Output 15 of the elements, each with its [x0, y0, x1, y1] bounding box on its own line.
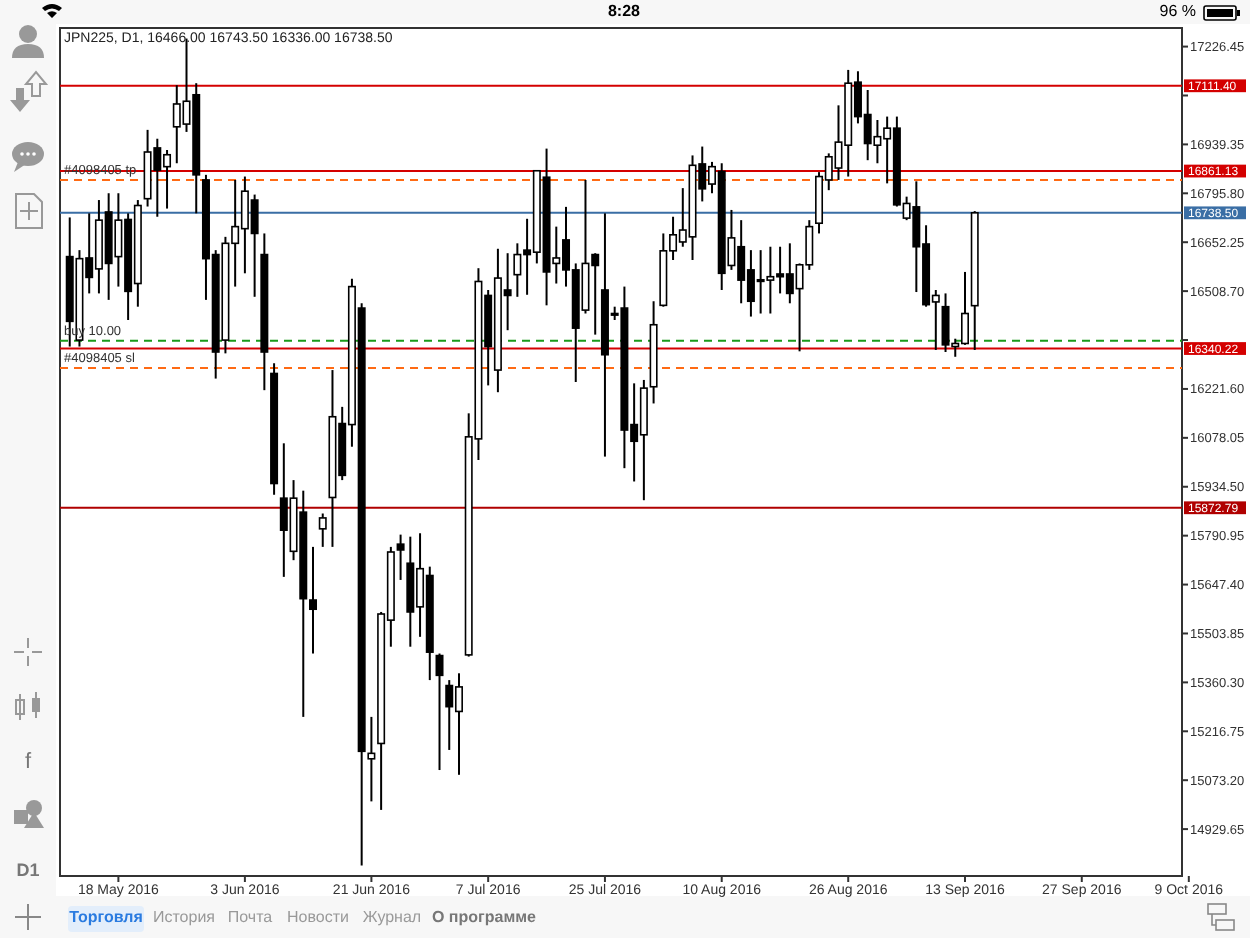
candlestick	[318, 512, 327, 548]
text: f	[24, 750, 33, 774]
text: О программе	[431, 908, 538, 926]
text: Торговля	[69, 908, 144, 926]
text: 8:28	[607, 2, 642, 20]
candlestick	[435, 652, 444, 772]
text: 96 %	[1159, 2, 1196, 20]
candlestick	[367, 715, 376, 803]
text: История	[152, 908, 216, 926]
text: D1	[16, 860, 40, 880]
candlestick	[396, 533, 405, 581]
text: Новости	[287, 908, 349, 926]
text: Журнал	[362, 908, 422, 926]
text: Почта	[227, 908, 274, 926]
candlestick	[309, 545, 318, 655]
